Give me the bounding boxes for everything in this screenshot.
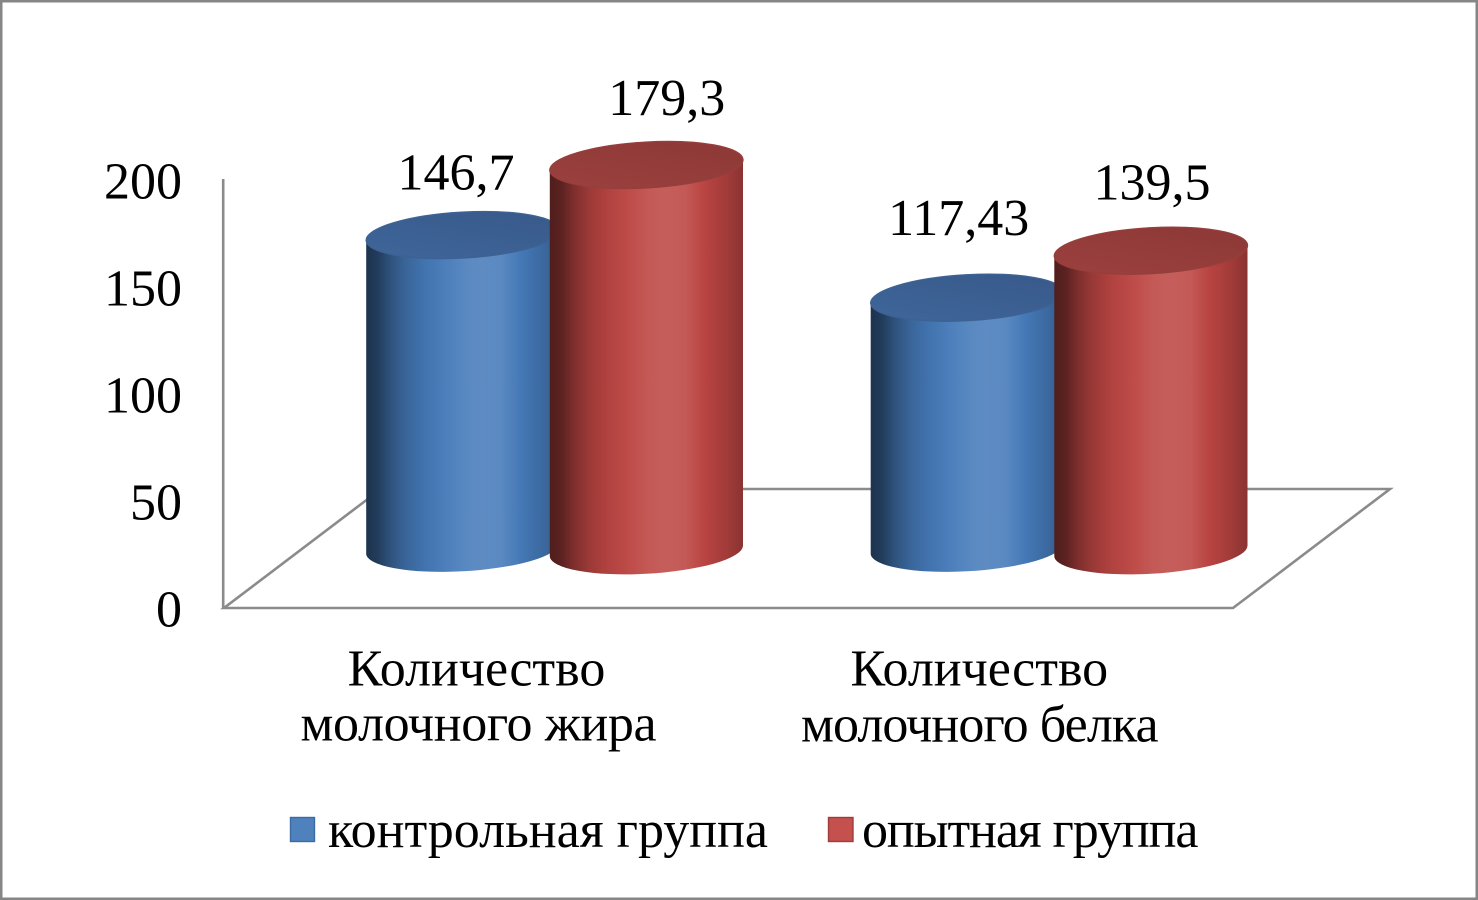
svg-text:179,3: 179,3 xyxy=(608,70,725,127)
svg-text:139,5: 139,5 xyxy=(1094,155,1211,212)
svg-text:Количество: Количество xyxy=(850,641,1108,698)
svg-text:Количество: Количество xyxy=(348,641,606,698)
svg-text:200: 200 xyxy=(104,154,182,211)
svg-text:0: 0 xyxy=(156,582,182,639)
svg-text:117,43: 117,43 xyxy=(888,190,1029,247)
svg-text:50: 50 xyxy=(130,475,182,532)
svg-text:150: 150 xyxy=(104,261,182,318)
svg-text:100: 100 xyxy=(104,368,182,425)
svg-text:молочного жира: молочного жира xyxy=(301,696,657,753)
svg-text:молочного белка: молочного белка xyxy=(801,697,1159,754)
svg-text:146,7: 146,7 xyxy=(398,145,515,202)
svg-text:опытная группа: опытная группа xyxy=(862,802,1198,859)
svg-text:контрольная группа: контрольная группа xyxy=(328,802,768,859)
